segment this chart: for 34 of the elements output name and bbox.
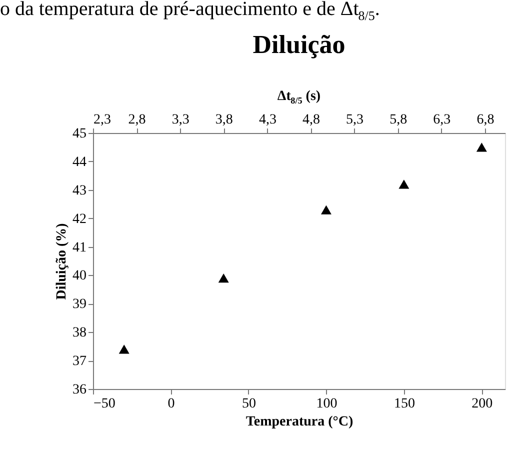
x-tick-label: 50	[242, 396, 256, 412]
x2-tick-label: 6,3	[433, 112, 451, 128]
x2-tick-label: 2,3	[94, 112, 111, 128]
x-tick-label: 150	[394, 396, 415, 412]
x2-tick-label: 3,3	[172, 112, 190, 128]
x2-tick-label: 6,8	[476, 112, 494, 128]
x2-tick-label: 5,3	[346, 112, 364, 128]
point	[398, 180, 410, 189]
x-tick-label: 200	[472, 396, 493, 412]
x2-tick-label: 3,8	[215, 112, 233, 128]
x-tick-label: 0	[168, 396, 175, 412]
point	[118, 344, 130, 354]
y-tick-label: 41	[72, 240, 86, 256]
x2-tick-label: 5,8	[390, 112, 408, 128]
point	[476, 142, 487, 152]
y-tick-label: 42	[72, 212, 86, 227]
x2-tick-label: 4,8	[302, 112, 320, 128]
y-tick-label: 37	[72, 354, 86, 370]
point	[218, 274, 229, 283]
x2-tick-label: 2,8	[128, 112, 146, 128]
y-tick-label: 40	[72, 268, 86, 284]
y-tick-label: 39	[72, 297, 86, 312]
x-tick-label: −50	[94, 396, 116, 412]
chart-title: Diluição	[252, 30, 346, 59]
x2-tick-label: 4,3	[258, 112, 276, 128]
x-tick-label: 100	[316, 396, 338, 412]
y-tick-label: 44	[72, 154, 86, 170]
y-tick-label: 43	[72, 183, 86, 198]
x-axis-title: Temperatura (°C)	[246, 414, 354, 430]
y-tick-label: 45	[72, 126, 86, 142]
point	[320, 205, 332, 214]
y-axis-title: Diluição (%)	[54, 222, 70, 300]
y-tick-label: 38	[72, 326, 86, 341]
y-tick-label: 36	[72, 382, 86, 398]
